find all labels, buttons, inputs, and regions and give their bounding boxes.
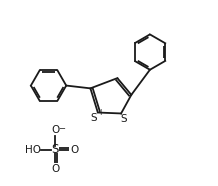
Text: S: S — [121, 114, 127, 124]
Text: S: S — [51, 143, 59, 156]
Text: O: O — [51, 125, 59, 135]
Text: O: O — [51, 164, 59, 174]
Text: O: O — [71, 145, 79, 155]
Text: −: − — [58, 124, 65, 133]
Text: +: + — [97, 108, 104, 117]
Text: S: S — [91, 113, 97, 124]
Text: HO: HO — [25, 145, 41, 155]
